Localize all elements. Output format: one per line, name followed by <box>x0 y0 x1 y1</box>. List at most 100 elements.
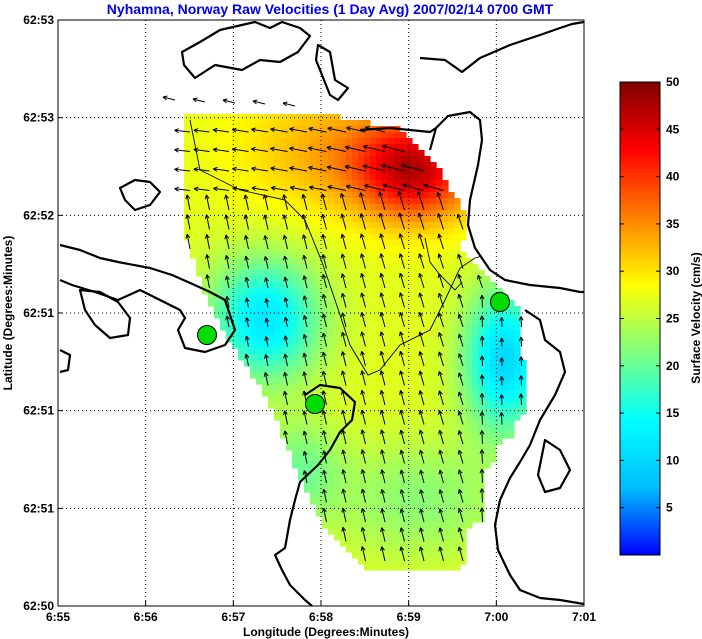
field-cell <box>232 222 239 229</box>
field-cell <box>442 504 449 511</box>
field-cell <box>286 258 293 265</box>
field-cell <box>346 414 353 421</box>
velocity-arrow <box>224 275 230 289</box>
field-cell <box>208 126 215 133</box>
field-cell <box>382 390 389 397</box>
field-cell <box>370 498 377 505</box>
field-cell <box>304 300 311 307</box>
velocity-arrow <box>243 194 249 211</box>
field-cell <box>442 336 449 343</box>
field-cell <box>400 168 407 175</box>
field-cell <box>298 360 305 367</box>
field-cell <box>352 354 359 361</box>
field-cell <box>508 414 515 421</box>
field-cell <box>388 396 395 403</box>
field-cell <box>400 210 407 217</box>
field-cell <box>262 174 269 181</box>
field-cell <box>418 264 425 271</box>
field-cell <box>406 144 413 151</box>
field-cell <box>340 444 347 451</box>
field-cell <box>334 204 341 211</box>
field-cell <box>352 552 359 559</box>
field-cell <box>310 294 317 301</box>
field-cell <box>472 384 479 391</box>
field-cell <box>250 288 257 295</box>
field-cell <box>292 156 299 163</box>
field-cell <box>322 444 329 451</box>
field-cell <box>304 348 311 355</box>
field-cell <box>274 210 281 217</box>
field-cell <box>364 402 371 409</box>
field-cell <box>328 138 335 145</box>
x-tick-label: 6:58 <box>309 610 333 624</box>
field-cell <box>316 378 323 385</box>
field-cell <box>220 222 227 229</box>
field-cell <box>382 354 389 361</box>
field-cell <box>268 132 275 139</box>
velocity-arrow <box>479 488 485 503</box>
field-cell <box>286 438 293 445</box>
field-cell <box>352 456 359 463</box>
field-cell <box>406 546 413 553</box>
field-cell <box>376 540 383 547</box>
field-cell <box>424 498 431 505</box>
field-cell <box>232 258 239 265</box>
field-cell <box>232 294 239 301</box>
velocity-arrow <box>224 194 230 211</box>
field-cell <box>250 354 257 361</box>
field-cell <box>268 366 275 373</box>
field-cell <box>436 312 443 319</box>
field-cell <box>316 288 323 295</box>
field-cell <box>370 474 377 481</box>
field-cell <box>418 318 425 325</box>
field-cell <box>388 186 395 193</box>
field-cell <box>466 414 473 421</box>
field-cell <box>478 492 485 499</box>
field-cell <box>442 552 449 559</box>
field-cell <box>418 306 425 313</box>
field-cell <box>334 318 341 325</box>
field-cell <box>436 336 443 343</box>
field-cell <box>388 240 395 247</box>
field-cell <box>508 432 515 439</box>
field-cell <box>502 372 509 379</box>
field-cell <box>292 348 299 355</box>
velocity-arrow <box>399 469 405 484</box>
velocity-arrow <box>341 488 347 503</box>
field-cell <box>412 408 419 415</box>
field-cell <box>376 138 383 145</box>
velocity-arrow <box>344 145 366 152</box>
field-cell <box>412 258 419 265</box>
field-cell <box>442 426 449 433</box>
velocity-arrow <box>360 469 366 484</box>
field-cell <box>340 246 347 253</box>
field-cell <box>424 540 431 547</box>
field-cell <box>466 378 473 385</box>
field-cell <box>376 264 383 271</box>
field-cell <box>238 318 245 325</box>
field-cell <box>406 486 413 493</box>
field-cell <box>448 420 455 427</box>
field-cell <box>304 372 311 379</box>
field-cell <box>394 336 401 343</box>
field-cell <box>502 336 509 343</box>
field-cell <box>370 306 377 313</box>
field-cell <box>334 498 341 505</box>
field-cell <box>316 114 323 121</box>
field-cell <box>244 282 251 289</box>
field-cell <box>394 474 401 481</box>
field-cell <box>310 354 317 361</box>
field-cell <box>358 378 365 385</box>
field-cell <box>376 492 383 499</box>
field-cell <box>328 216 335 223</box>
field-cell <box>220 300 227 307</box>
velocity-arrow <box>222 98 236 104</box>
field-cell <box>412 246 419 253</box>
field-cell <box>232 324 239 331</box>
field-cell <box>502 312 509 319</box>
field-cell <box>334 192 341 199</box>
velocity-arrow <box>437 213 444 230</box>
field-cell <box>460 540 467 547</box>
field-cell <box>262 138 269 145</box>
field-cell <box>226 324 233 331</box>
